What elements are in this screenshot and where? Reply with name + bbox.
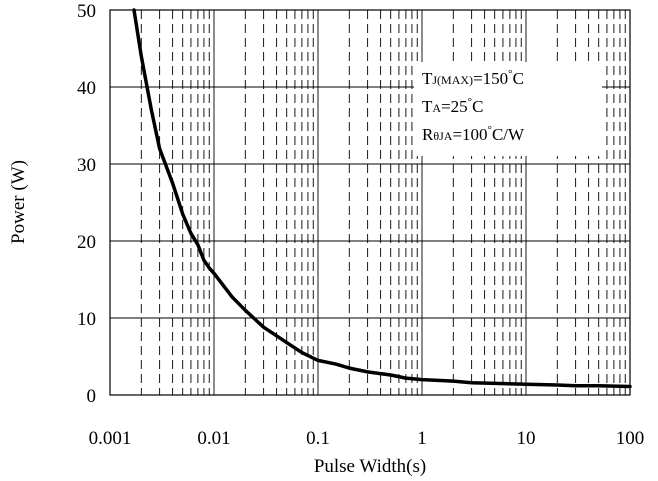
r-theta-ja-line: RθJA=100°C/W bbox=[422, 124, 525, 144]
x-tick-label: 0.01 bbox=[197, 428, 230, 449]
ta-line: TA=25°C bbox=[422, 96, 484, 116]
y-tick-labels: 0 10 20 30 40 50 bbox=[77, 1, 96, 407]
series-group bbox=[132, 8, 632, 389]
x-tick-labels: 0.001 0.01 0.1 1 10 100 bbox=[89, 428, 645, 449]
y-tick-label: 40 bbox=[77, 78, 96, 99]
y-tick-label: 10 bbox=[77, 309, 96, 330]
tj-max-line: TJ(MAX)=150°C bbox=[422, 68, 524, 88]
x-axis-label: Pulse Width(s) bbox=[314, 456, 426, 477]
y-tick-label: 50 bbox=[77, 1, 96, 22]
x-tick-label: 100 bbox=[616, 428, 645, 449]
y-tick-label: 20 bbox=[77, 232, 96, 253]
x-tick-label: 1 bbox=[417, 428, 427, 449]
x-tick-label: 10 bbox=[517, 428, 536, 449]
y-axis-label: Power (W) bbox=[8, 160, 29, 244]
plot-frame bbox=[109, 9, 631, 396]
y-tick-label: 0 bbox=[87, 386, 97, 407]
power-curve-line bbox=[132, 8, 632, 389]
x-tick-label: 0.001 bbox=[89, 428, 132, 449]
conditions-annotation: TJ(MAX)=150°C TA=25°C RθJA=100°C/W bbox=[414, 62, 602, 156]
x-tick-label: 0.1 bbox=[306, 428, 330, 449]
y-tick-label: 30 bbox=[77, 155, 96, 176]
